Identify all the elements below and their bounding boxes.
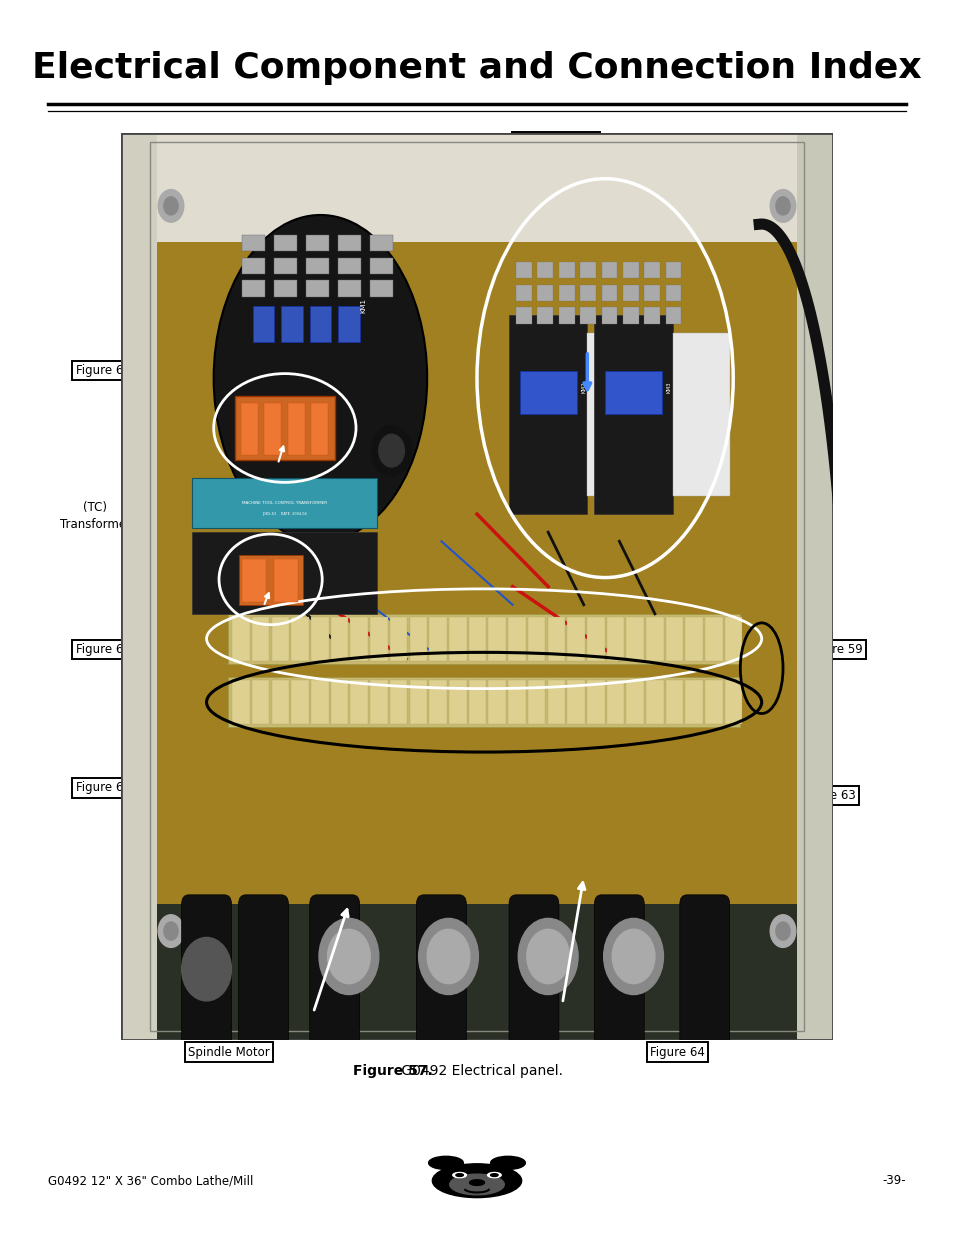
FancyBboxPatch shape [797, 133, 832, 1040]
FancyBboxPatch shape [310, 305, 331, 342]
Circle shape [378, 435, 404, 467]
FancyBboxPatch shape [626, 680, 643, 725]
FancyBboxPatch shape [409, 616, 427, 661]
Text: KM3: KM3 [666, 382, 671, 393]
Circle shape [418, 919, 477, 994]
FancyBboxPatch shape [306, 280, 329, 296]
Circle shape [318, 919, 378, 994]
FancyBboxPatch shape [468, 680, 486, 725]
Text: G0492 12" X 36" Combo Lathe/Mill: G0492 12" X 36" Combo Lathe/Mill [48, 1174, 253, 1187]
Text: Figure 67: Figure 67 [75, 643, 131, 656]
FancyBboxPatch shape [429, 616, 446, 661]
FancyBboxPatch shape [622, 262, 638, 278]
Circle shape [456, 1173, 463, 1177]
FancyBboxPatch shape [704, 616, 722, 661]
FancyBboxPatch shape [468, 616, 486, 661]
FancyBboxPatch shape [527, 616, 545, 661]
FancyBboxPatch shape [645, 616, 663, 661]
FancyBboxPatch shape [350, 680, 368, 725]
FancyBboxPatch shape [606, 616, 623, 661]
FancyBboxPatch shape [567, 616, 584, 661]
FancyBboxPatch shape [643, 308, 659, 324]
FancyBboxPatch shape [579, 308, 596, 324]
FancyBboxPatch shape [558, 262, 574, 278]
FancyBboxPatch shape [558, 285, 574, 301]
Text: (KM2, KM3)
Spindle Motor
Direction
Contactors: (KM2, KM3) Spindle Motor Direction Conta… [515, 136, 597, 198]
FancyBboxPatch shape [370, 280, 393, 296]
FancyBboxPatch shape [643, 285, 659, 301]
FancyBboxPatch shape [429, 680, 446, 725]
Text: G0492 Electrical panel.: G0492 Electrical panel. [396, 1063, 562, 1078]
FancyBboxPatch shape [311, 403, 328, 456]
Text: Figure 62: Figure 62 [75, 782, 131, 794]
FancyBboxPatch shape [586, 616, 604, 661]
FancyBboxPatch shape [665, 308, 680, 324]
FancyBboxPatch shape [449, 616, 466, 661]
FancyBboxPatch shape [685, 680, 702, 725]
FancyBboxPatch shape [238, 555, 302, 605]
FancyBboxPatch shape [390, 616, 407, 661]
FancyBboxPatch shape [665, 680, 682, 725]
Circle shape [487, 1172, 500, 1178]
Circle shape [469, 1179, 484, 1186]
Text: (TC)
Transformer: (TC) Transformer [60, 501, 131, 531]
FancyBboxPatch shape [228, 677, 740, 727]
FancyBboxPatch shape [252, 680, 269, 725]
FancyBboxPatch shape [338, 305, 359, 342]
Circle shape [490, 1156, 525, 1170]
Circle shape [769, 915, 795, 947]
FancyBboxPatch shape [242, 280, 265, 296]
FancyBboxPatch shape [310, 895, 359, 1049]
FancyBboxPatch shape [604, 370, 661, 415]
FancyBboxPatch shape [228, 614, 740, 663]
FancyBboxPatch shape [338, 258, 360, 274]
FancyBboxPatch shape [508, 680, 525, 725]
FancyBboxPatch shape [519, 370, 576, 415]
FancyBboxPatch shape [665, 616, 682, 661]
Text: Figure 61: Figure 61 [678, 169, 733, 182]
FancyBboxPatch shape [579, 285, 596, 301]
Text: Figure 68: Figure 68 [75, 364, 131, 377]
Circle shape [164, 196, 178, 215]
FancyBboxPatch shape [547, 680, 564, 725]
FancyBboxPatch shape [516, 285, 531, 301]
FancyBboxPatch shape [156, 242, 797, 986]
FancyBboxPatch shape [488, 616, 505, 661]
FancyBboxPatch shape [416, 895, 466, 1049]
Text: (KM1)
Main System Contactor
See Figure 58: (KM1) Main System Contactor See Figure 5… [132, 156, 269, 203]
FancyBboxPatch shape [606, 680, 623, 725]
Circle shape [158, 915, 184, 947]
FancyBboxPatch shape [370, 680, 387, 725]
FancyBboxPatch shape [488, 680, 505, 725]
Circle shape [164, 923, 178, 940]
FancyBboxPatch shape [181, 895, 232, 1049]
FancyBboxPatch shape [242, 235, 265, 251]
FancyBboxPatch shape [643, 262, 659, 278]
Text: KM2: KM2 [580, 382, 586, 393]
FancyBboxPatch shape [142, 133, 811, 242]
FancyBboxPatch shape [527, 680, 545, 725]
FancyBboxPatch shape [350, 616, 368, 661]
Circle shape [432, 1163, 521, 1198]
FancyBboxPatch shape [724, 680, 741, 725]
FancyBboxPatch shape [274, 558, 297, 601]
Circle shape [526, 929, 569, 983]
FancyBboxPatch shape [274, 235, 296, 251]
FancyBboxPatch shape [311, 680, 328, 725]
FancyBboxPatch shape [665, 285, 680, 301]
Text: Figure 59: Figure 59 [807, 643, 862, 656]
Text: JDK5-63    DATE  2004.04: JDK5-63 DATE 2004.04 [262, 513, 307, 516]
FancyBboxPatch shape [306, 258, 329, 274]
FancyBboxPatch shape [252, 616, 269, 661]
Circle shape [428, 1156, 463, 1170]
Ellipse shape [213, 215, 427, 541]
FancyBboxPatch shape [537, 262, 553, 278]
FancyBboxPatch shape [232, 616, 250, 661]
Circle shape [769, 190, 795, 222]
Text: -39-: -39- [882, 1174, 905, 1187]
FancyBboxPatch shape [558, 308, 574, 324]
FancyBboxPatch shape [238, 895, 288, 1049]
FancyBboxPatch shape [645, 680, 663, 725]
FancyBboxPatch shape [449, 680, 466, 725]
Text: Spindle Motor: Spindle Motor [188, 1046, 270, 1058]
